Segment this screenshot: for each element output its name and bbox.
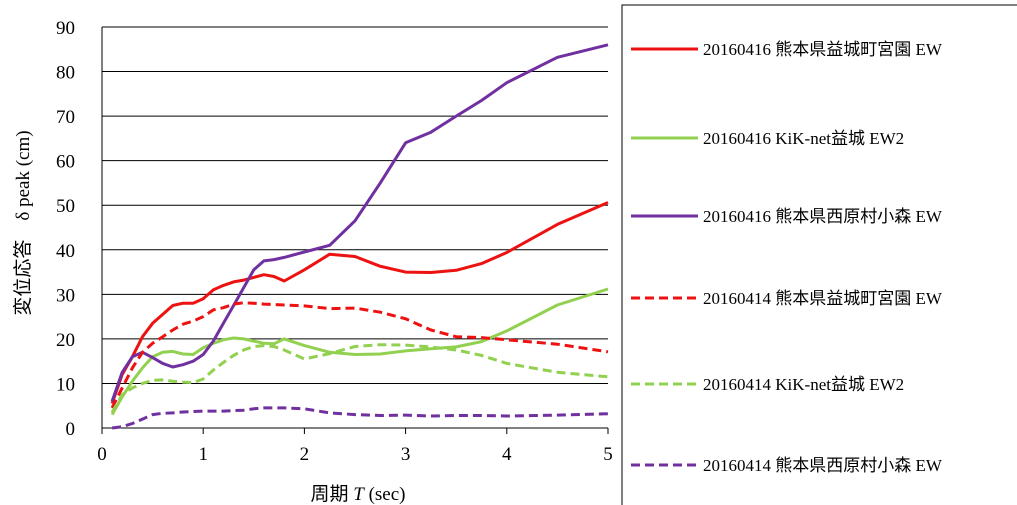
- y-tick-label: 50: [56, 196, 75, 217]
- x-tick-label: 2: [300, 444, 310, 465]
- x-axis-title-prefix: 周期: [310, 483, 353, 505]
- x-axis-title-variable: T: [353, 484, 365, 505]
- y-tick-label: 0: [66, 419, 76, 440]
- x-axis-title: 周期 T (sec): [310, 483, 405, 505]
- legend: 20160416 熊本県益城町宮園 EW 20160416 KiK-net益城 E…: [631, 40, 943, 475]
- y-tick-label: 30: [56, 285, 75, 306]
- y-axis-title-suffix: peak (cm): [13, 130, 34, 211]
- x-tick-label: 5: [603, 444, 613, 465]
- legend-label-1: 20160416 熊本県益城町宮園 EW: [703, 40, 943, 59]
- axes: [101, 27, 609, 434]
- y-tick-label: 80: [56, 63, 75, 84]
- series-line-4: [110, 301, 609, 409]
- x-tick-label: 3: [401, 444, 411, 465]
- x-tick-label: 4: [502, 444, 512, 465]
- x-axis-title-suffix: (sec): [364, 484, 406, 505]
- series-lines: [110, 43, 609, 430]
- legend-label-4: 20160414 熊本県益城町宮園 EW: [703, 289, 943, 308]
- legend-label-3: 20160416 熊本県西原村小森 EW: [703, 207, 943, 226]
- y-axis-title: 変位応答 δ peak (cm): [12, 130, 34, 315]
- legend-label-5: 20160414 KiK-net益城 EW2: [703, 375, 904, 394]
- y-axis-title-prefix: 変位応答 δ: [12, 212, 34, 316]
- x-tick-labels: 0 1 2 3 4 5: [97, 444, 613, 465]
- legend-box: [621, 4, 1017, 505]
- grid-lines: [102, 26, 608, 384]
- y-tick-labels: 0 10 20 30 40 50 60 70 80 90: [56, 18, 75, 440]
- series-line-1: [110, 201, 609, 404]
- x-tick-label: 1: [198, 444, 208, 465]
- y-tick-label: 60: [56, 152, 75, 173]
- x-tick-label: 0: [97, 444, 107, 465]
- legend-label-6: 20160414 熊本県西原村小森 EW: [703, 456, 943, 475]
- y-tick-label: 70: [56, 107, 75, 128]
- series-line-5: [110, 343, 609, 414]
- legend-label-2: 20160416 KiK-net益城 EW2: [703, 129, 904, 148]
- y-tick-label: 20: [56, 330, 75, 351]
- y-tick-label: 10: [56, 374, 75, 395]
- y-tick-label: 90: [56, 18, 75, 39]
- y-tick-label: 40: [56, 241, 75, 262]
- series-line-6: [111, 406, 609, 430]
- series-line-3: [110, 43, 609, 402]
